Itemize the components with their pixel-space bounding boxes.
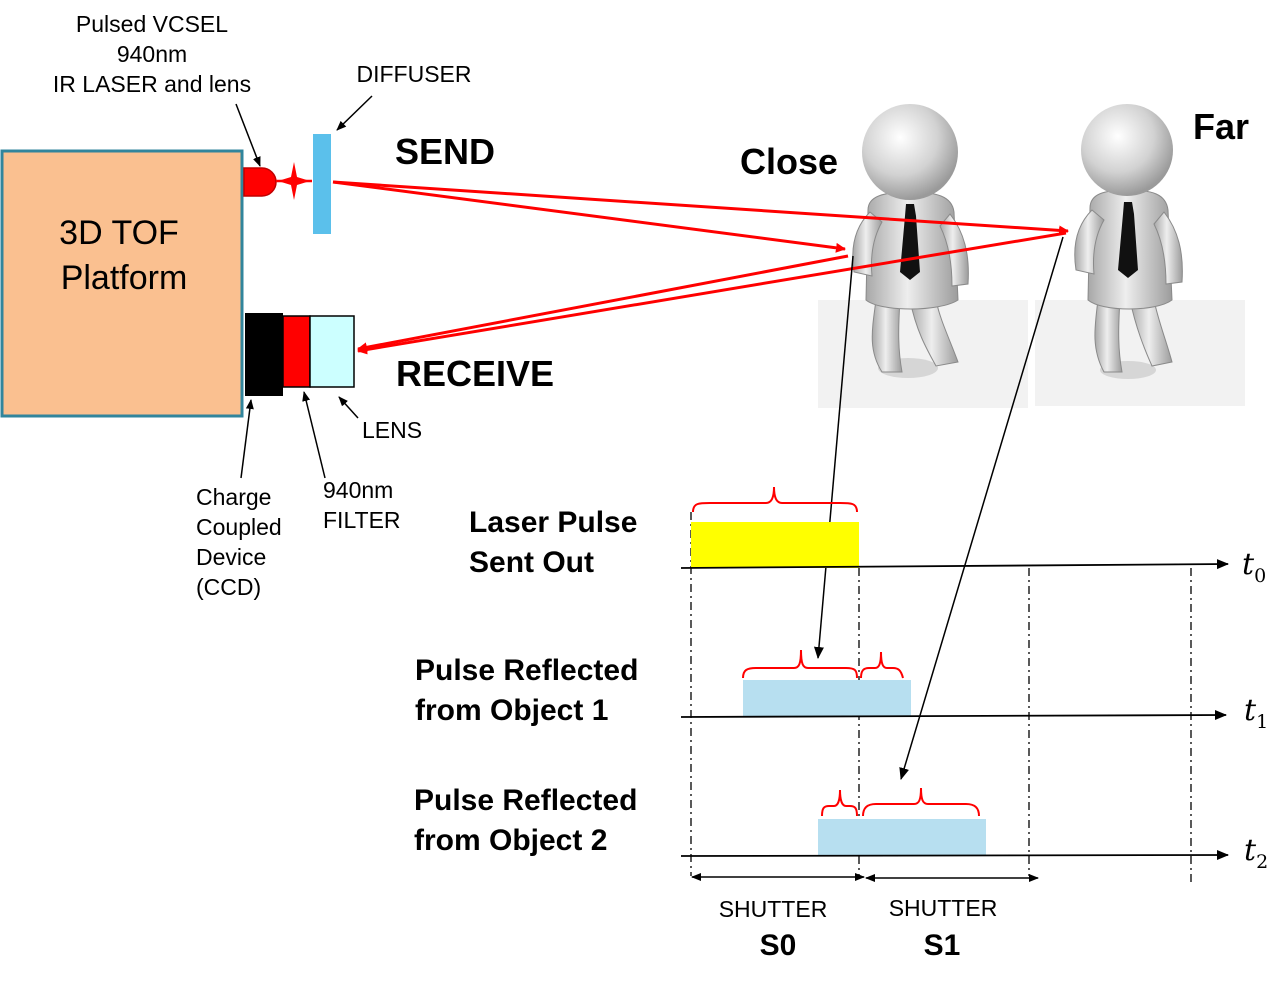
time-axis-t2	[680, 850, 1229, 861]
axis-label-t0: t0	[1242, 547, 1266, 587]
shutter-s0-name: S0	[760, 929, 797, 962]
vcsel-pointer-arrow	[235, 103, 261, 167]
ccd-label-line2: Coupled	[196, 514, 282, 540]
send-ray-far	[332, 180, 1069, 236]
platform-label-line2: Platform	[61, 259, 188, 297]
shutter-s1-name: S1	[924, 929, 961, 962]
lens-pointer-arrow	[338, 396, 359, 419]
object1-label-line1: Pulse Reflected	[415, 654, 638, 687]
filter-label-line2: FILTER	[323, 507, 401, 533]
far-person-figure	[1074, 104, 1183, 379]
platform-label-line1: 3D TOF	[59, 214, 179, 252]
object1-pulse-bar	[743, 680, 911, 716]
brace-laser-pulse	[692, 486, 858, 513]
shutter-s0-word: SHUTTER	[719, 896, 828, 922]
laser-pulse-label-line2: Sent Out	[469, 546, 594, 579]
laser-pulse-label-line1: Laser Pulse	[469, 506, 637, 539]
object2-label-line1: Pulse Reflected	[414, 784, 637, 817]
ccd-block	[245, 313, 283, 396]
axis-label-t2: t2	[1244, 833, 1268, 873]
axis-label-t1: t1	[1244, 693, 1268, 733]
diffuser-pointer-arrow	[336, 95, 373, 131]
ccd-label-line4: (CCD)	[196, 574, 261, 600]
receive-lens-block	[309, 315, 355, 388]
laser-pulse-bar	[691, 522, 859, 568]
object2-pulse-bar	[818, 819, 986, 855]
diffuser	[313, 134, 331, 234]
vcsel-label-line3: IR LASER and lens	[53, 71, 251, 97]
filter-label-line1: 940nm	[323, 477, 393, 503]
ccd-pointer-arrow	[240, 399, 254, 479]
brace-object1-s1	[860, 651, 904, 679]
brace-object2-s0	[821, 789, 858, 817]
time-axis-t1	[680, 710, 1227, 721]
shutter-s1-word: SHUTTER	[889, 895, 998, 921]
ccd-label-line1: Charge	[196, 484, 271, 510]
vcsel-emitter	[243, 167, 277, 197]
send-label: SEND	[395, 131, 495, 172]
filter-block	[282, 315, 311, 388]
ccd-label-line3: Device	[196, 544, 266, 570]
receive-label: RECEIVE	[396, 353, 554, 394]
send-ray-close	[332, 180, 846, 253]
close-person-figure	[852, 104, 969, 378]
diffuser-label: DIFFUSER	[357, 61, 472, 87]
laser-rays	[332, 180, 1069, 355]
filter-pointer-arrow	[302, 391, 326, 479]
return-ray-far	[357, 231, 1067, 355]
vcsel-label-line1: Pulsed VCSEL	[76, 11, 228, 37]
close-to-pulse1-arrow	[813, 255, 854, 659]
object2-label-line2: from Object 2	[414, 824, 607, 857]
far-label: Far	[1193, 106, 1249, 147]
far-to-pulse2-arrow	[899, 236, 1064, 780]
return-ray-close	[357, 254, 849, 353]
object1-label-line2: from Object 1	[415, 694, 608, 727]
tof-platform-box	[0, 149, 244, 418]
red-braces	[692, 486, 980, 817]
close-label: Close	[740, 141, 838, 182]
vcsel-label-line2: 940nm	[117, 41, 187, 67]
brace-object1-s0	[742, 649, 858, 679]
lens-label: LENS	[362, 417, 422, 443]
time-axis-t0	[680, 559, 1229, 570]
brace-object2-s1	[862, 787, 980, 817]
